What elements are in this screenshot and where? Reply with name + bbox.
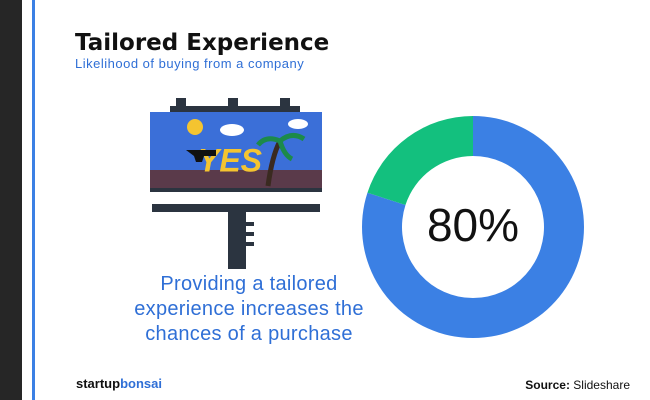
title: Tailored Experience	[75, 30, 330, 56]
subtitle: Likelihood of buying from a company	[75, 56, 305, 71]
svg-text:YES: YES	[198, 142, 263, 178]
donut-segment	[362, 116, 585, 338]
billboard: YES	[150, 98, 322, 269]
donut-segment	[367, 116, 473, 206]
source-text: Slideshare	[573, 378, 630, 392]
source-label: Source:	[525, 378, 570, 392]
brand: startupbonsai	[76, 376, 162, 391]
center-label: 80%	[427, 199, 519, 251]
brand-first: startup	[76, 376, 121, 391]
caption: Providing a tailored experience increase…	[134, 273, 364, 345]
brand-second: bonsai	[120, 376, 162, 391]
side-line	[32, 0, 35, 400]
source: Source: Slideshare	[525, 378, 630, 392]
side-bar	[0, 0, 22, 400]
